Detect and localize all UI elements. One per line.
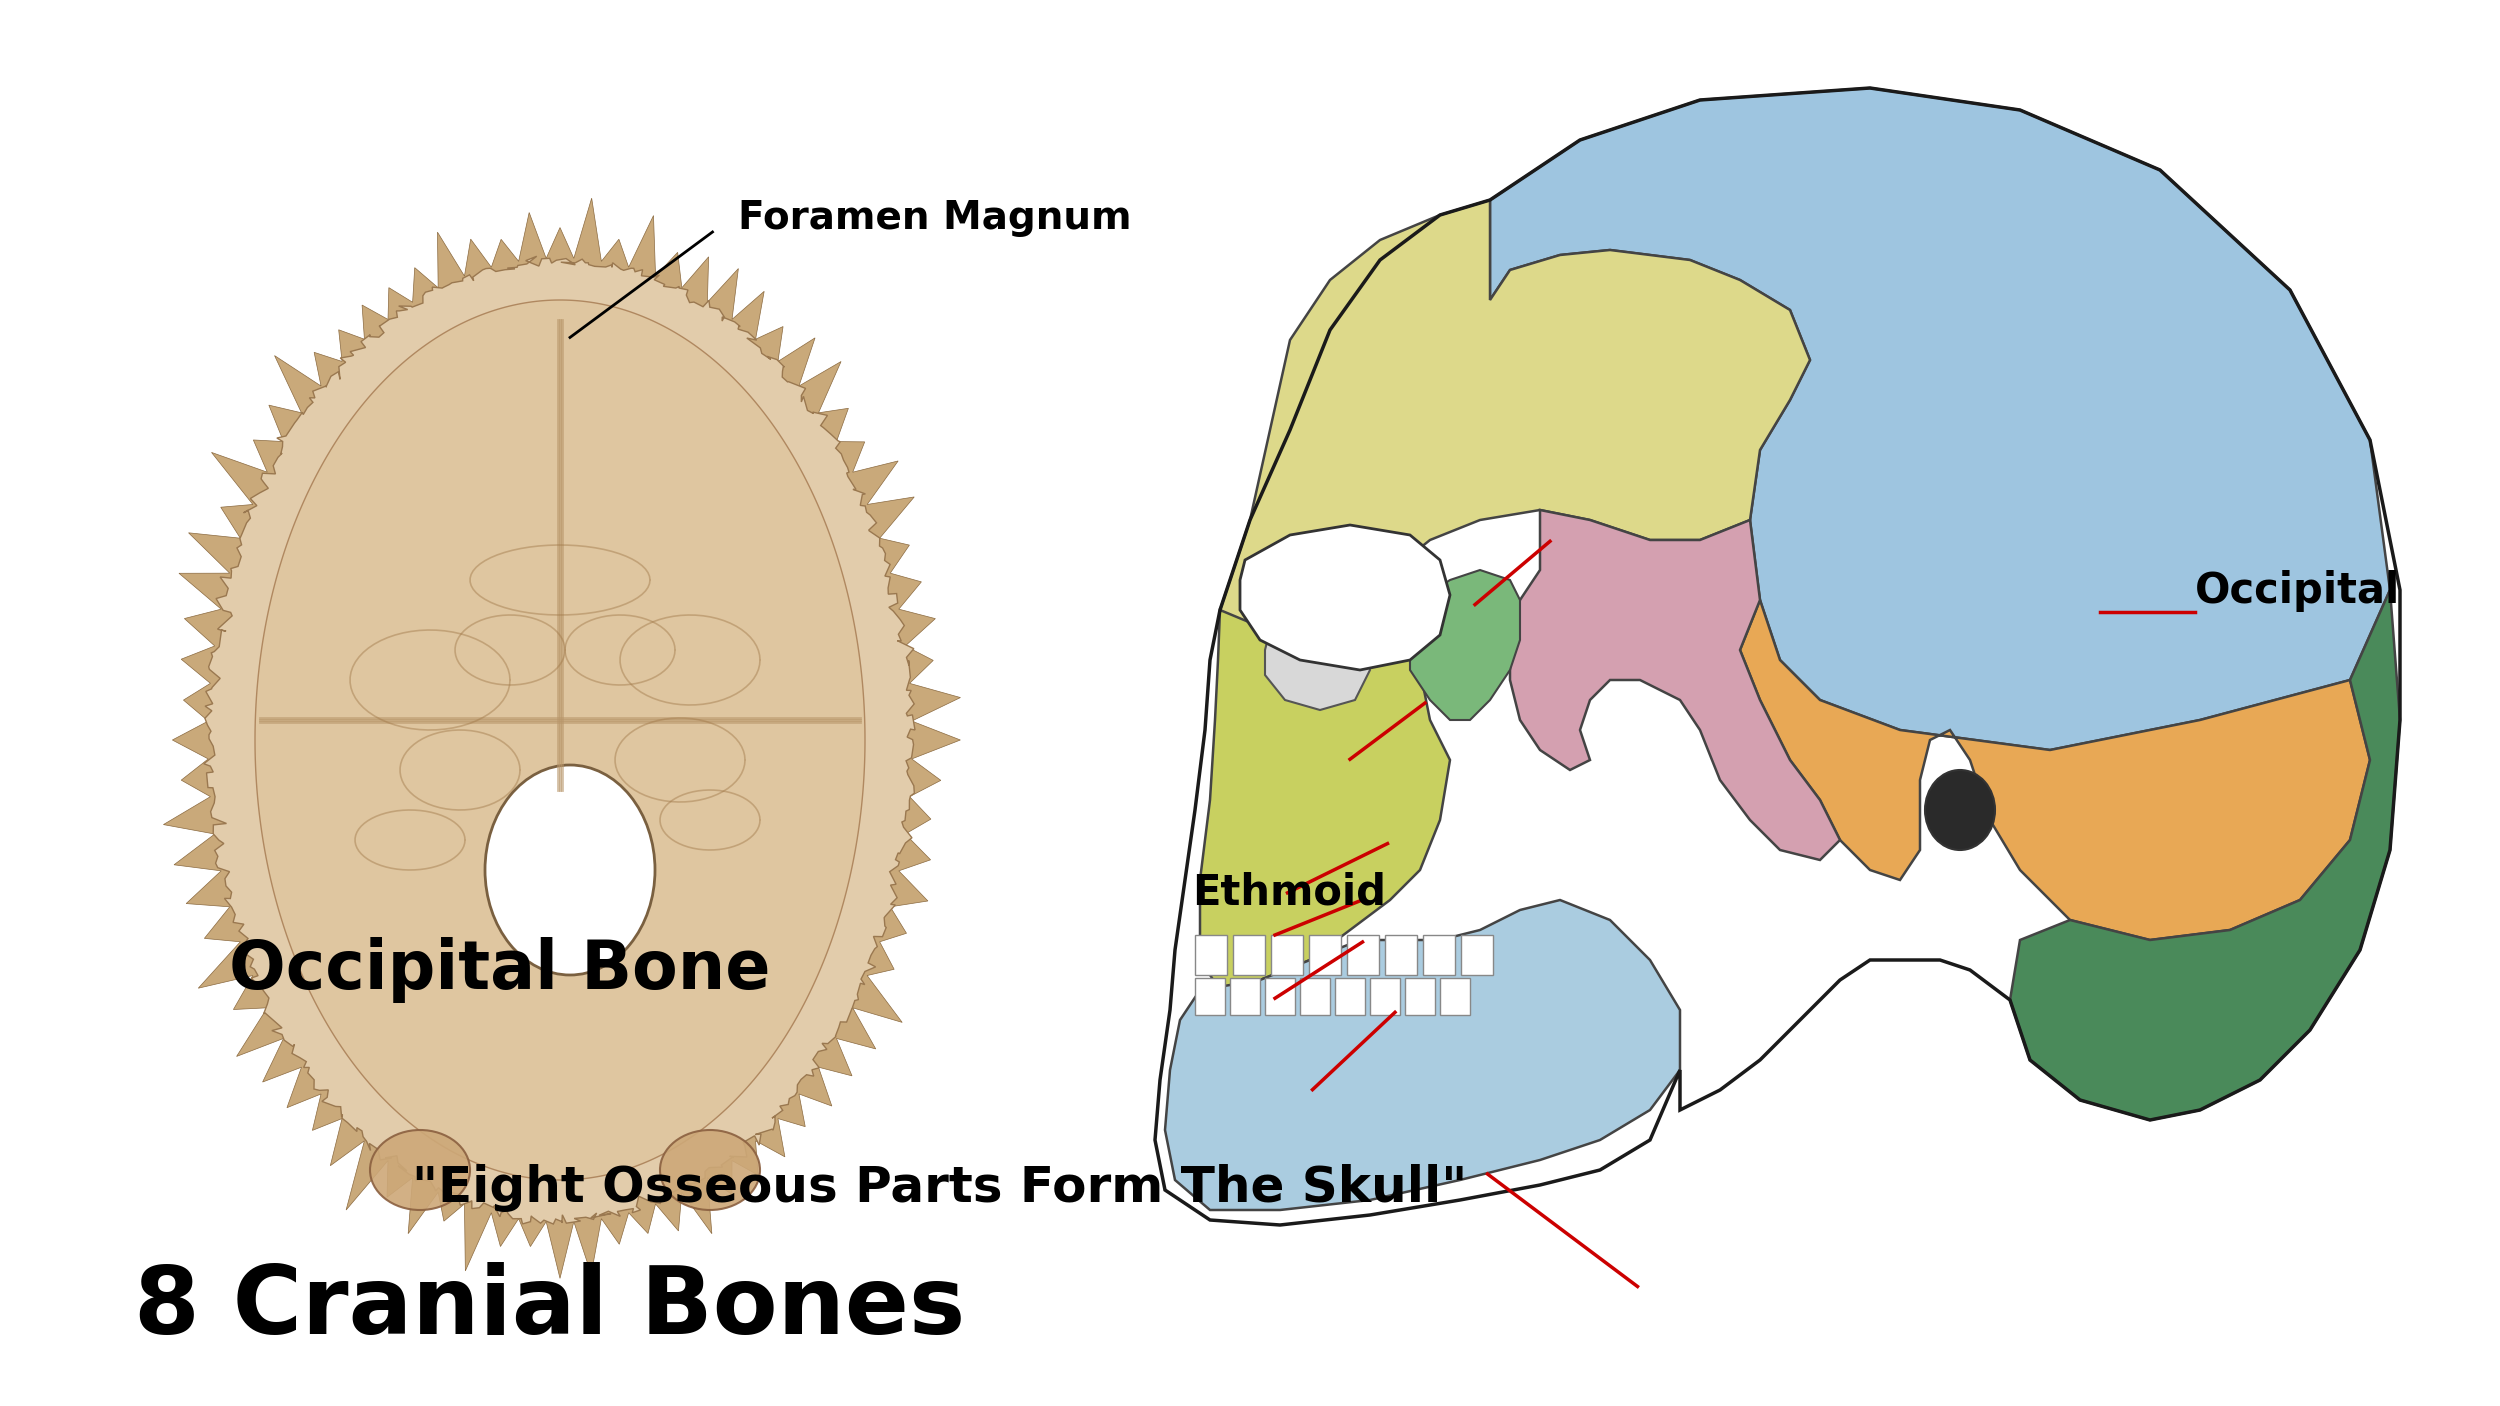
Polygon shape bbox=[205, 256, 915, 1225]
Polygon shape bbox=[1265, 979, 1295, 1015]
Polygon shape bbox=[1195, 979, 1225, 1015]
Polygon shape bbox=[1405, 979, 1435, 1015]
Text: 8 Cranial Bones: 8 Cranial Bones bbox=[135, 1261, 965, 1354]
Polygon shape bbox=[1270, 935, 1302, 974]
Polygon shape bbox=[1265, 610, 1370, 710]
Polygon shape bbox=[1370, 979, 1400, 1015]
Polygon shape bbox=[1460, 935, 1492, 974]
Polygon shape bbox=[1165, 900, 1680, 1211]
Polygon shape bbox=[1510, 510, 1840, 860]
Polygon shape bbox=[162, 198, 960, 1278]
Polygon shape bbox=[1200, 610, 1450, 990]
Polygon shape bbox=[1230, 979, 1260, 1015]
Text: Ethmoid: Ethmoid bbox=[1192, 872, 1388, 914]
Polygon shape bbox=[1410, 569, 1520, 720]
Polygon shape bbox=[1348, 935, 1380, 974]
Text: Occipital: Occipital bbox=[2195, 569, 2400, 612]
Polygon shape bbox=[2010, 591, 2400, 1121]
Polygon shape bbox=[1240, 524, 1450, 671]
Ellipse shape bbox=[660, 1130, 760, 1211]
Polygon shape bbox=[1310, 935, 1340, 974]
Text: Occipital Bone: Occipital Bone bbox=[230, 938, 770, 1002]
Polygon shape bbox=[1440, 979, 1470, 1015]
Polygon shape bbox=[1195, 935, 1228, 974]
Polygon shape bbox=[1220, 200, 1810, 645]
Text: Foramen Magnum: Foramen Magnum bbox=[738, 198, 1130, 238]
Ellipse shape bbox=[485, 765, 655, 974]
Ellipse shape bbox=[370, 1130, 470, 1211]
Polygon shape bbox=[1422, 935, 1455, 974]
Polygon shape bbox=[1232, 935, 1265, 974]
Polygon shape bbox=[255, 299, 865, 1180]
Ellipse shape bbox=[1925, 770, 1995, 851]
Polygon shape bbox=[1740, 600, 2370, 941]
Text: "Eight Osseous Parts Form The Skull": "Eight Osseous Parts Form The Skull" bbox=[412, 1164, 1467, 1212]
Polygon shape bbox=[1385, 935, 1418, 974]
Polygon shape bbox=[1300, 979, 1330, 1015]
Polygon shape bbox=[1490, 89, 2390, 749]
Polygon shape bbox=[1335, 979, 1365, 1015]
Ellipse shape bbox=[1265, 550, 1425, 650]
